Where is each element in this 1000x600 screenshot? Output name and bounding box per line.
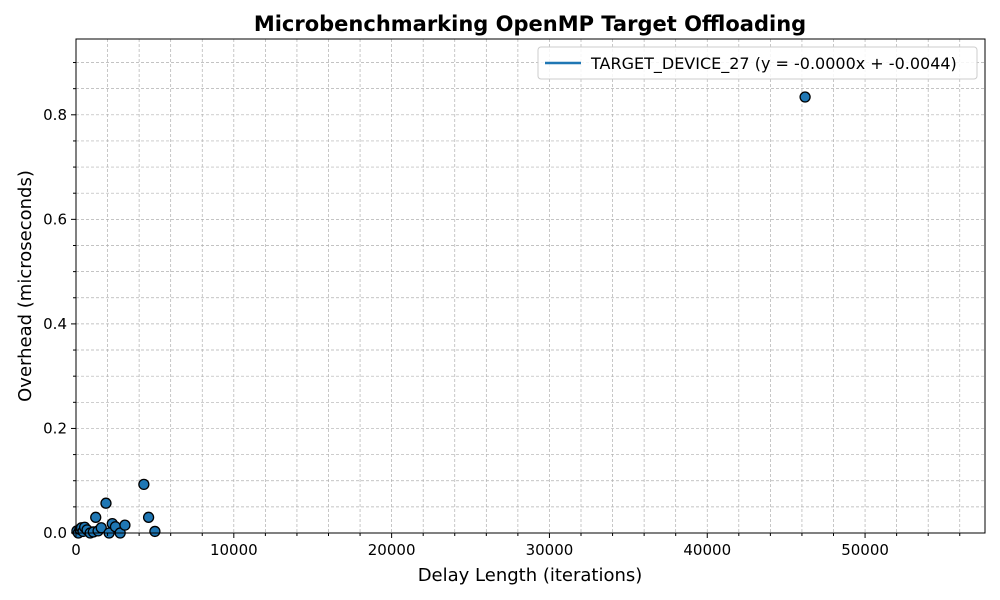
x-tick-label: 50000: [841, 541, 889, 559]
y-tick-label: 0.8: [43, 106, 67, 124]
scatter-point: [90, 511, 102, 523]
scatter-point: [149, 525, 161, 538]
x-axis-label: Delay Length (iterations): [418, 565, 643, 586]
x-tick-label: 40000: [683, 541, 731, 559]
x-axis-ticks: 0 10000 20000 30000 40000 50000: [71, 533, 961, 559]
y-axis-ticks: 0.0 0.2 0.4 0.6 0.8: [43, 62, 76, 542]
scatter-point: [142, 511, 155, 523]
y-axis-label: Overhead (microseconds): [15, 170, 36, 402]
x-tick-label: 0: [71, 541, 81, 559]
scatter-point: [100, 497, 112, 509]
x-tick-label: 10000: [210, 541, 258, 559]
x-tick-label: 20000: [368, 541, 416, 559]
grid: [75, 39, 985, 534]
y-tick-label: 0.6: [43, 210, 67, 228]
scatter-point: [799, 91, 811, 103]
y-tick-label: 0.0: [43, 524, 67, 542]
y-tick-label: 0.2: [43, 419, 67, 437]
scatter-point: [119, 519, 131, 531]
scatter-point: [138, 478, 150, 491]
plot-frame: [75, 38, 986, 534]
y-tick-label: 0.4: [43, 315, 67, 333]
legend-box: [537, 46, 978, 80]
legend: TARGET_DEVICE_27 (y = -0.0000x + -0.0044…: [537, 46, 978, 80]
chart-title: Microbenchmarking OpenMP Target Offloadi…: [254, 12, 806, 36]
legend-entry-label: TARGET_DEVICE_27 (y = -0.0000x + -0.0044…: [590, 54, 957, 74]
x-tick-label: 30000: [526, 541, 574, 559]
